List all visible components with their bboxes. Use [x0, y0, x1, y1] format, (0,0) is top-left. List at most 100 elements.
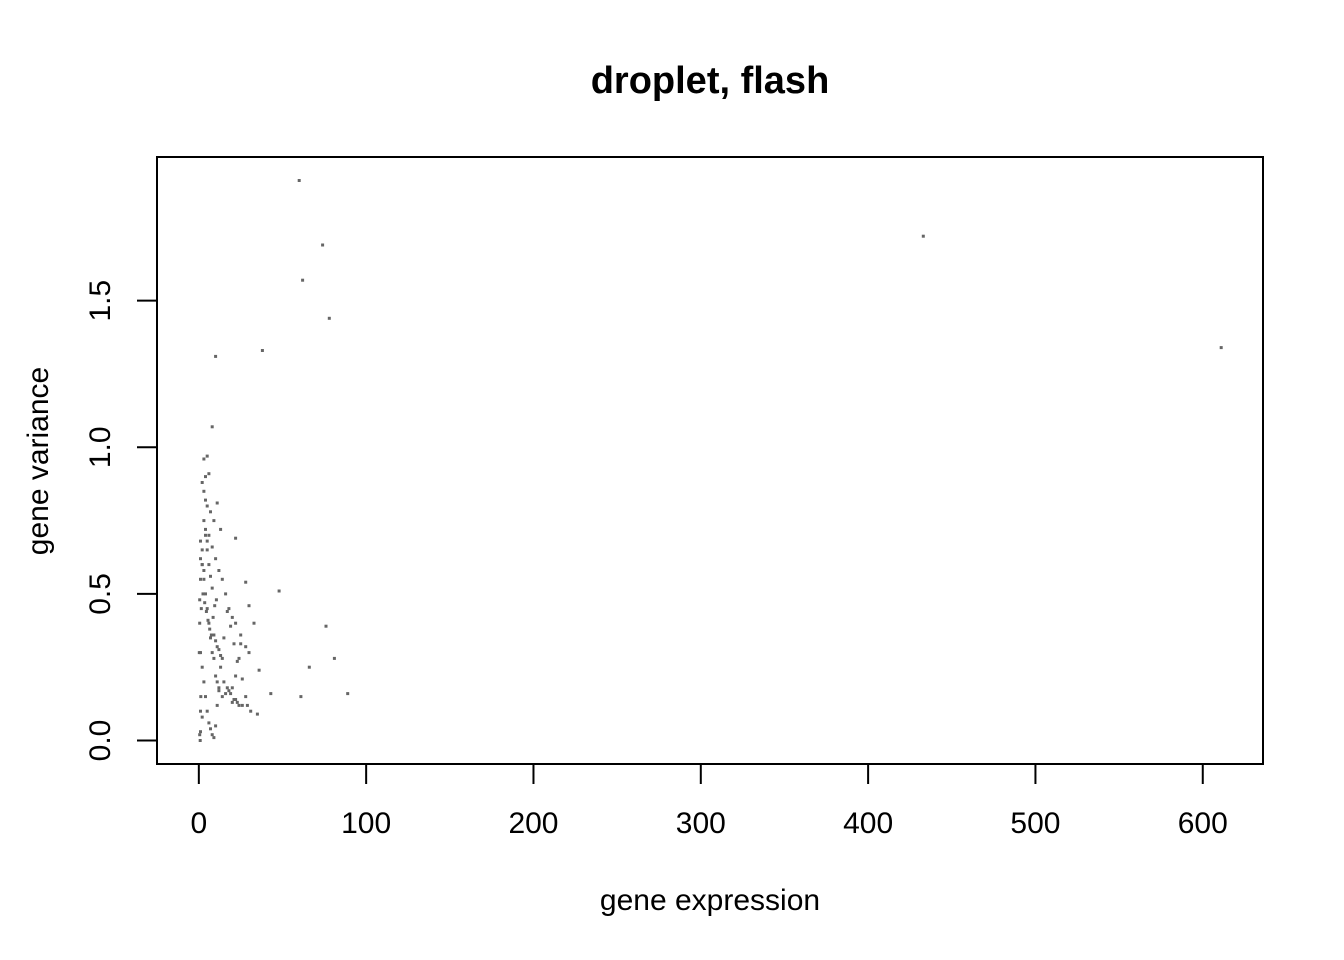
data-point — [237, 703, 241, 707]
data-point — [257, 668, 261, 672]
data-point — [232, 642, 236, 646]
data-point — [198, 598, 202, 602]
data-point — [205, 504, 209, 508]
data-point — [232, 698, 236, 701]
data-point — [307, 665, 311, 669]
data-point — [230, 686, 234, 690]
data-point — [212, 519, 216, 523]
data-point — [212, 633, 216, 637]
data-point — [202, 569, 206, 572]
data-point — [198, 621, 202, 625]
data-point — [234, 621, 238, 625]
x-axis-label: gene expression — [600, 884, 820, 917]
plot-frame — [156, 156, 1264, 765]
data-point — [210, 651, 214, 655]
data-point — [198, 739, 202, 742]
y-axis-label: gene variance — [22, 367, 55, 555]
data-point — [237, 656, 241, 660]
data-point — [247, 604, 251, 608]
data-point — [321, 243, 325, 247]
data-point — [255, 712, 259, 716]
data-point — [203, 601, 207, 605]
data-point — [204, 533, 207, 537]
data-point — [299, 695, 303, 699]
data-point — [200, 665, 204, 669]
data-point — [210, 733, 214, 737]
data-point — [199, 539, 202, 543]
data-point — [208, 627, 212, 631]
data-point — [199, 695, 203, 699]
data-point — [244, 645, 248, 649]
data-point — [324, 624, 328, 628]
data-point — [215, 703, 219, 707]
data-point — [269, 692, 273, 696]
chart-title: droplet, flash — [591, 60, 830, 102]
data-point — [225, 686, 229, 690]
data-point — [204, 610, 208, 613]
data-point — [224, 692, 228, 696]
data-point — [921, 234, 925, 238]
data-point — [215, 645, 219, 649]
x-axis: 0 100 200 300 400 500 600 — [190, 763, 1228, 840]
data-point — [227, 689, 231, 693]
data-point — [212, 736, 216, 740]
data-point — [204, 592, 207, 596]
data-point — [210, 586, 214, 590]
data-point — [198, 733, 202, 737]
data-point — [222, 680, 226, 684]
y-tick-label: 0.0 — [84, 720, 117, 762]
data-point — [204, 475, 207, 479]
data-point — [215, 501, 219, 505]
data-point — [214, 639, 218, 643]
data-point — [214, 674, 218, 678]
data-point — [205, 539, 209, 543]
data-point — [332, 656, 336, 660]
data-point — [215, 680, 219, 684]
data-point — [247, 651, 251, 655]
data-point — [205, 709, 209, 713]
data-point — [217, 569, 221, 572]
data-point — [220, 577, 224, 581]
data-point — [200, 548, 204, 552]
data-point — [240, 703, 244, 707]
data-point — [219, 654, 223, 657]
data-point — [346, 692, 350, 696]
data-point — [214, 724, 218, 728]
data-point — [260, 349, 264, 352]
data-point — [202, 519, 206, 523]
data-point — [205, 607, 209, 611]
data-point — [210, 545, 214, 549]
data-point — [219, 665, 223, 669]
data-point — [199, 730, 202, 734]
data-point — [235, 659, 239, 663]
data-point — [234, 698, 238, 701]
data-point — [212, 656, 216, 660]
data-point — [207, 621, 211, 625]
data-point — [204, 498, 207, 502]
data-point — [204, 527, 207, 531]
data-point — [206, 618, 210, 622]
x-tick-label: 500 — [1010, 807, 1060, 840]
data-point — [211, 615, 215, 619]
data-point — [199, 577, 202, 581]
data-point — [200, 563, 204, 567]
data-point — [202, 457, 206, 461]
data-point — [209, 727, 212, 731]
data-point — [202, 489, 206, 493]
data-point — [277, 589, 281, 593]
data-point — [327, 316, 331, 320]
data-point — [217, 686, 221, 690]
data-point — [220, 695, 224, 699]
data-point — [209, 636, 212, 640]
data-point — [202, 577, 206, 581]
data-point — [209, 574, 212, 578]
data-point — [245, 703, 249, 707]
data-point — [1219, 346, 1223, 350]
data-point — [207, 563, 211, 567]
data-point — [297, 179, 301, 182]
data-point — [199, 709, 202, 713]
data-point — [234, 674, 238, 678]
data-point — [252, 621, 256, 625]
data-point — [301, 278, 305, 282]
